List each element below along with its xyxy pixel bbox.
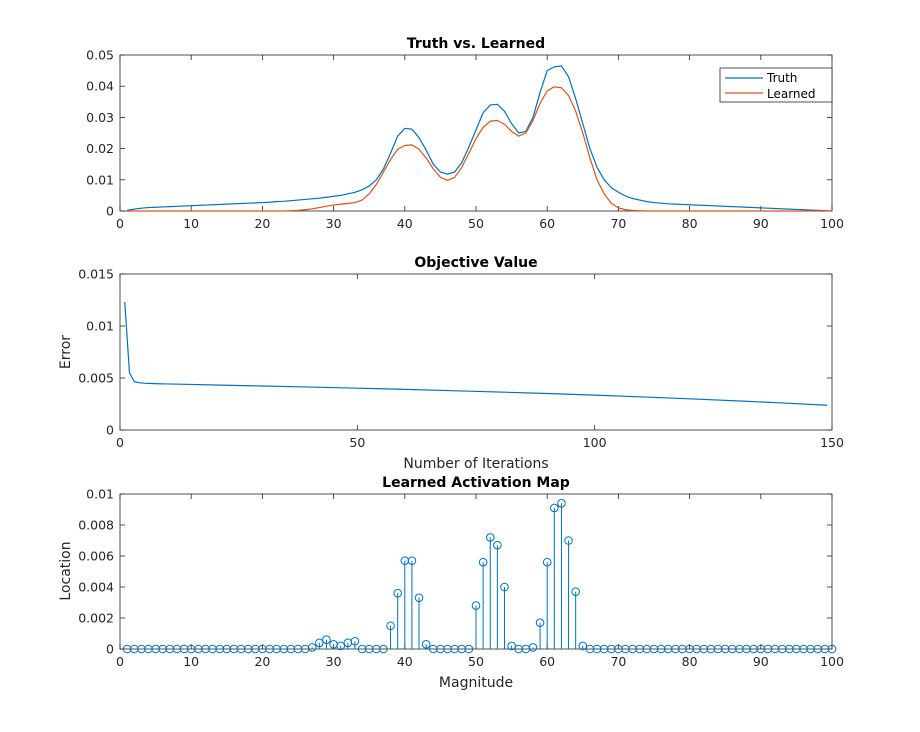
- learned-activation-map-stem-marker: [485, 533, 495, 542]
- learned-activation-map-stem-marker: [507, 641, 516, 651]
- truth-vs-learned-x-tick-label: 10: [183, 216, 199, 231]
- learned-activation-map-y-tick-label: 0: [106, 642, 114, 657]
- learned-activation-map-stem-marker: [564, 536, 573, 545]
- objective-value-title: Objective Value: [414, 255, 537, 271]
- learned-activation-map-stem-marker: [493, 540, 502, 550]
- truth-vs-learned-y-tick-label: 0.04: [86, 79, 114, 94]
- truth-vs-learned-truth-line: [127, 65, 833, 212]
- objective-value-y-axis-label: Error: [58, 335, 74, 369]
- learned-activation-map-y-tick-label: 0.002: [78, 611, 114, 626]
- learned-activation-map-stem-marker: [407, 556, 417, 565]
- learned-activation-map-plot-area: 0 10 20 30 40 50 60 70 80 90 100 0 0.002 0.004 0.006 0.…: [78, 487, 844, 670]
- learned-activation-map-stem-marker: [350, 636, 360, 646]
- truth-vs-learned-y-tick-label: 0.03: [86, 110, 114, 125]
- learned-activation-map-stem-marker: [550, 503, 559, 513]
- learned-activation-map-y-axis-label: Location: [58, 541, 74, 600]
- learned-activation-map-x-tick-label: 20: [254, 654, 270, 669]
- truth-vs-learned-x-tick-label: 30: [326, 216, 342, 231]
- learned-activation-map-stem-marker: [393, 588, 402, 598]
- objective-value-x-tick-label: 0: [116, 435, 124, 450]
- truth-vs-learned-x-tick-label: 20: [254, 216, 270, 231]
- truth-vs-learned-panel: Truth vs. Learned 0 10 20 30 40 50 60 70 80 90 100…: [86, 36, 844, 231]
- learned-activation-map-x-tick-label: 10: [183, 654, 199, 669]
- learned-activation-map-y-tick-label: 0.008: [78, 518, 114, 533]
- objective-value-axes-box: [119, 273, 833, 431]
- truth-vs-learned-y-tick-label: 0.05: [86, 48, 114, 63]
- learned-activation-map-x-tick-label: 60: [539, 654, 555, 669]
- learned-activation-map-x-tick-label: 0: [116, 654, 124, 669]
- learned-activation-map-stem-marker: [557, 499, 566, 508]
- legend: Truth Learned: [719, 67, 833, 103]
- learned-activation-map-x-tick-label: 30: [326, 654, 342, 669]
- objective-value-y-tick-label: 0: [106, 423, 114, 438]
- learned-activation-map-stem-marker: [421, 640, 431, 649]
- learned-activation-map-stem-marker: [528, 643, 538, 652]
- learned-activation-map-y-tick-label: 0.004: [78, 580, 114, 595]
- truth-vs-learned-x-tick-label: 100: [820, 216, 844, 231]
- objective-value-series-0-line: [124, 302, 828, 406]
- learned-activation-map-stem-marker: [307, 643, 317, 652]
- learned-activation-map-stem-marker: [414, 593, 424, 603]
- objective-value-x-axis-label: Number of Iterations: [403, 456, 548, 472]
- learned-activation-map-y-tick-label: 0.006: [78, 549, 114, 564]
- objective-value-y-tick-label: 0.005: [78, 371, 114, 386]
- learned-activation-map-stem-marker: [379, 644, 388, 654]
- truth-vs-learned-learned-line: [127, 86, 832, 212]
- objective-value-x-tick-label: 100: [583, 435, 607, 450]
- learned-activation-map-stem-marker: [478, 557, 488, 567]
- objective-value-x-tick-label: 150: [820, 435, 844, 450]
- learned-activation-map-stem-marker: [315, 638, 324, 648]
- truth-vs-learned-x-tick-label: 90: [753, 216, 769, 231]
- learned-activation-map-x-tick-label: 70: [610, 654, 626, 669]
- learned-activation-map-stem-marker: [578, 641, 588, 651]
- learned-activation-map-stem-marker: [471, 601, 481, 610]
- truth-vs-learned-x-tick-label: 40: [397, 216, 413, 231]
- learned-activation-map-panel: Learned Activation Map Magnitude Locatio…: [58, 475, 844, 691]
- objective-value-x-tick-label: 50: [349, 435, 365, 450]
- objective-value-y-tick-label: 0.015: [78, 267, 114, 282]
- learned-activation-map-x-axis-label: Magnitude: [439, 675, 513, 691]
- learned-activation-map-stem-marker: [336, 641, 346, 651]
- truth-vs-learned-x-tick-label: 70: [610, 216, 626, 231]
- learned-activation-map-x-tick-label: 100: [820, 654, 844, 669]
- truth-vs-learned-x-tick-label: 80: [682, 216, 698, 231]
- learned-activation-map-stem-marker: [535, 618, 545, 627]
- legend-learned-label: Learned: [767, 87, 816, 101]
- objective-value-plot-area: 0 50 100 150 0 0.005 0.01 0.015: [78, 267, 844, 451]
- learned-activation-map-stem-marker: [322, 635, 331, 645]
- learned-activation-map-x-tick-label: 90: [753, 654, 769, 669]
- truth-vs-learned-x-tick-label: 50: [468, 216, 484, 231]
- truth-vs-learned-plot-area: 0 10 20 30 40 50 60 70 80 90 100 0 0.01 0.02 0.03 0.04 0…: [86, 48, 844, 232]
- learned-activation-map-x-tick-label: 80: [682, 654, 698, 669]
- learned-activation-map-x-tick-label: 50: [468, 654, 484, 669]
- learned-activation-map-stem-marker: [500, 582, 509, 592]
- objective-value-y-tick-label: 0.01: [86, 319, 114, 334]
- truth-vs-learned-x-tick-label: 0: [116, 216, 124, 231]
- legend-box: [719, 67, 833, 103]
- objective-value-panel: Objective Value Number of Iterations Err…: [58, 255, 844, 472]
- legend-truth-label: Truth: [766, 71, 797, 85]
- learned-activation-map-stem-marker: [386, 621, 395, 631]
- learned-activation-map-stem-marker: [827, 644, 837, 654]
- learned-activation-map-stem-marker: [464, 644, 474, 654]
- learned-activation-map-stem-marker: [542, 557, 552, 567]
- truth-vs-learned-y-tick-label: 0: [106, 204, 114, 219]
- truth-vs-learned-title: Truth vs. Learned: [407, 36, 545, 52]
- truth-vs-learned-y-tick-label: 0.01: [86, 172, 114, 187]
- learned-activation-map-stem-marker: [571, 587, 580, 596]
- learned-activation-map-title: Learned Activation Map: [382, 475, 570, 491]
- truth-vs-learned-x-tick-label: 60: [539, 216, 555, 231]
- truth-vs-learned-y-tick-label: 0.02: [86, 141, 114, 156]
- learned-activation-map-y-tick-label: 0.01: [86, 487, 114, 502]
- learned-activation-map-x-tick-label: 40: [397, 654, 413, 669]
